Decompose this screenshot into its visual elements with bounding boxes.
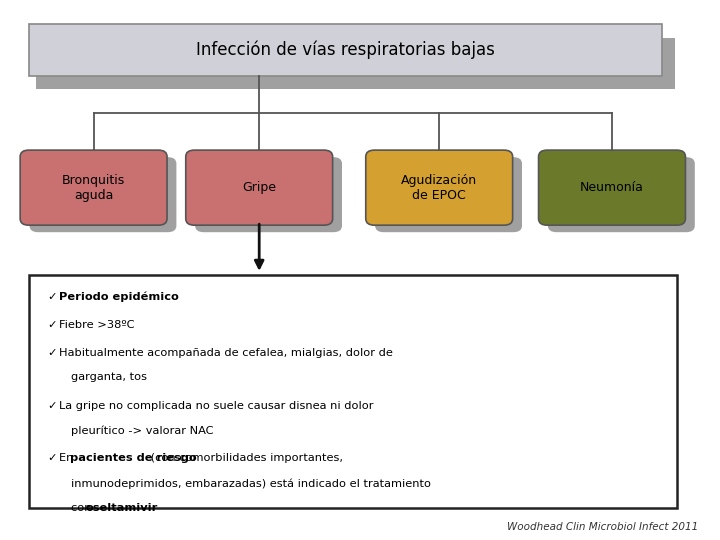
FancyBboxPatch shape xyxy=(195,157,342,232)
Text: pacientes de riesgo: pacientes de riesgo xyxy=(70,454,197,463)
Text: Woodhead Clin Microbiol Infect 2011: Woodhead Clin Microbiol Infect 2011 xyxy=(507,522,698,532)
FancyBboxPatch shape xyxy=(29,275,677,508)
Text: ✓: ✓ xyxy=(47,401,56,410)
Text: Neumonía: Neumonía xyxy=(580,181,644,194)
Text: Bronquitis
aguda: Bronquitis aguda xyxy=(62,174,125,201)
Text: Gripe: Gripe xyxy=(242,181,276,194)
Text: ✓: ✓ xyxy=(47,454,56,463)
Text: ✓: ✓ xyxy=(47,292,56,302)
Text: En pacientes de riesgo (con comorbilidades importantes,: En pacientes de riesgo (con comorbilidad… xyxy=(59,454,385,463)
Text: Habitualmente acompañada de cefalea, mialgias, dolor de: Habitualmente acompañada de cefalea, mia… xyxy=(59,348,393,358)
Text: Fiebre >38ºC: Fiebre >38ºC xyxy=(59,320,135,330)
Text: garganta, tos: garganta, tos xyxy=(71,373,147,382)
FancyBboxPatch shape xyxy=(375,157,522,232)
FancyBboxPatch shape xyxy=(20,150,167,225)
Text: Periodo epidémico: Periodo epidémico xyxy=(59,292,179,302)
Text: En: En xyxy=(59,454,77,463)
Text: La gripe no complicada no suele causar disnea ni dolor: La gripe no complicada no suele causar d… xyxy=(59,401,374,410)
Text: (con comorbilidades importantes,: (con comorbilidades importantes, xyxy=(147,454,343,463)
FancyBboxPatch shape xyxy=(36,38,670,89)
FancyBboxPatch shape xyxy=(42,38,675,89)
Text: Infección de vías respiratorias bajas: Infección de vías respiratorias bajas xyxy=(196,40,495,59)
FancyBboxPatch shape xyxy=(29,24,662,76)
FancyBboxPatch shape xyxy=(186,150,333,225)
Text: Agudización
de EPOC: Agudización de EPOC xyxy=(401,174,477,201)
FancyBboxPatch shape xyxy=(30,157,176,232)
Text: oseltamivir: oseltamivir xyxy=(86,503,158,513)
Text: ✓: ✓ xyxy=(47,348,56,358)
Text: inmunodeprimidos, embarazadas) está indicado el tratamiento: inmunodeprimidos, embarazadas) está indi… xyxy=(71,478,431,489)
FancyBboxPatch shape xyxy=(539,150,685,225)
Text: ✓: ✓ xyxy=(47,320,56,330)
FancyBboxPatch shape xyxy=(366,150,513,225)
Text: pleurítico -> valorar NAC: pleurítico -> valorar NAC xyxy=(71,426,213,436)
Text: con: con xyxy=(71,503,95,513)
FancyBboxPatch shape xyxy=(548,157,695,232)
